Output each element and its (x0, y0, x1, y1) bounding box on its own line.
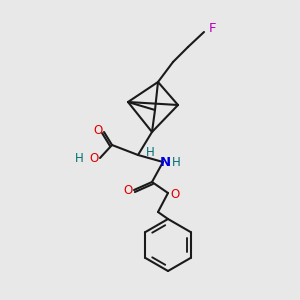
Text: O: O (93, 124, 103, 137)
Text: O: O (170, 188, 180, 200)
Text: O: O (123, 184, 133, 197)
Text: F: F (208, 22, 216, 34)
Text: H: H (75, 152, 83, 166)
Text: O: O (89, 152, 99, 166)
Text: H: H (172, 157, 180, 169)
Text: N: N (159, 157, 171, 169)
Text: H: H (146, 146, 154, 158)
